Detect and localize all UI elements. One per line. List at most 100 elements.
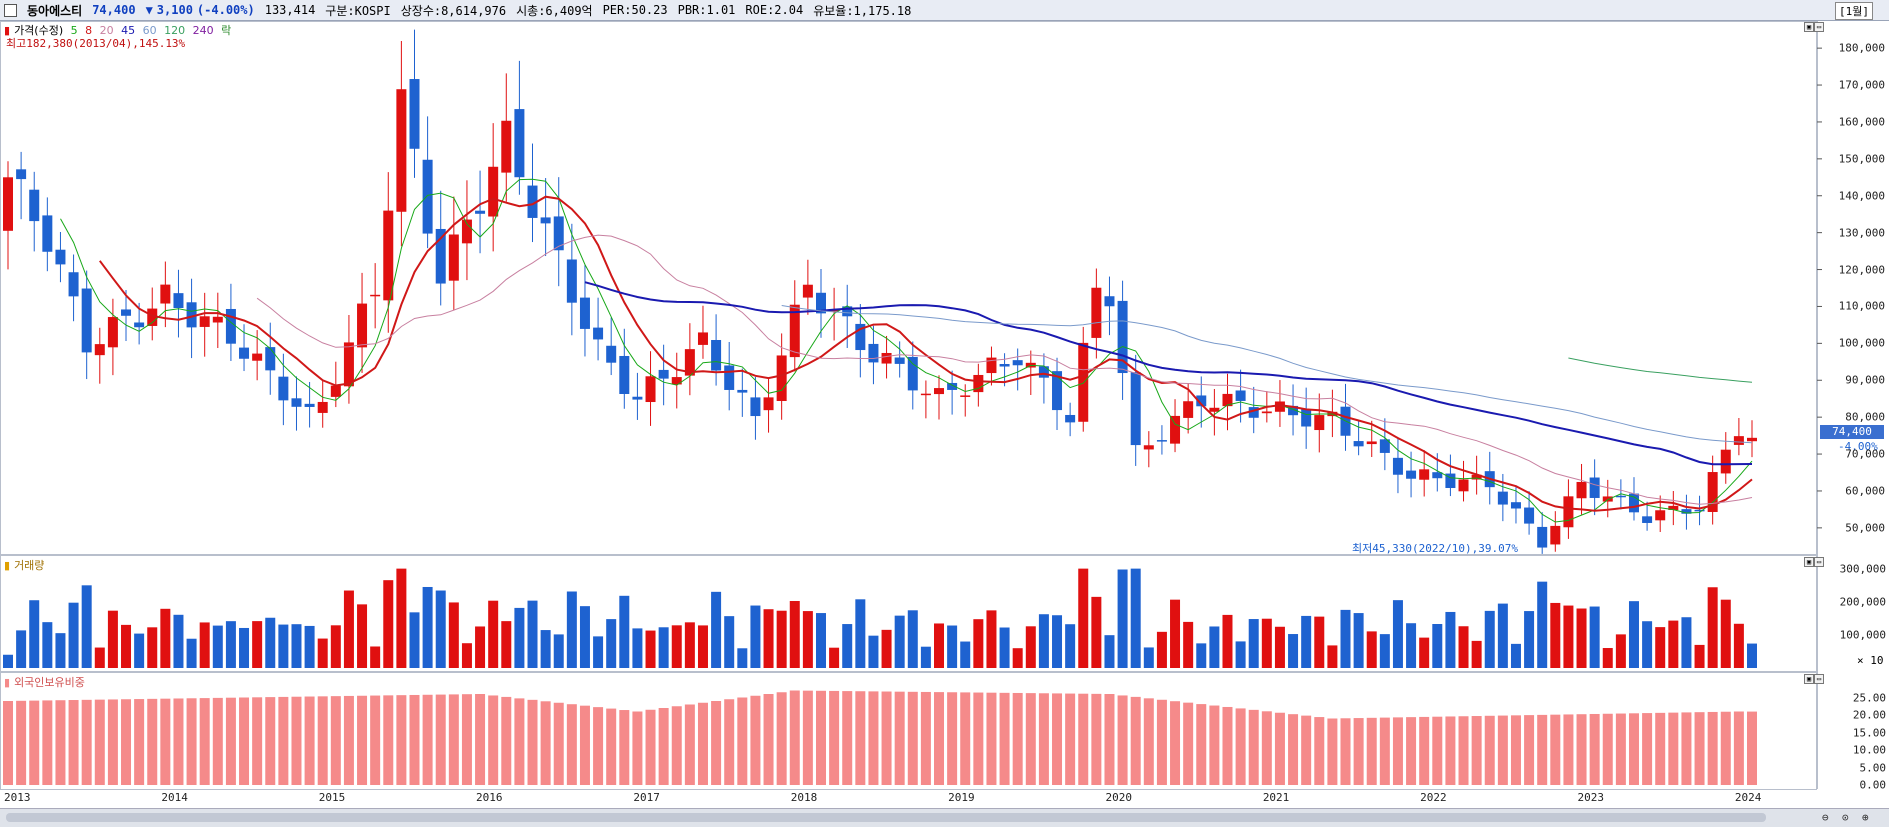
zoom-reset-icon[interactable]: ⊙ <box>1842 811 1849 824</box>
volume-bar <box>1091 596 1102 668</box>
candle-body <box>239 347 250 359</box>
price-tick-label: 60,000 <box>1845 484 1885 498</box>
price-panel-close-button[interactable]: ▣ <box>1804 22 1814 32</box>
candle-body <box>147 308 158 326</box>
volume-legend-title: 거래량 <box>14 559 45 572</box>
candle-body <box>29 189 40 222</box>
foreign-ownership-bar <box>1484 715 1495 785</box>
volume-panel-minimize-button[interactable]: ▭ <box>1814 557 1824 567</box>
volume-panel-close-button[interactable]: ▣ <box>1804 557 1814 567</box>
ma20-label[interactable]: 20 <box>99 24 114 37</box>
foreign-ownership-bar <box>737 697 748 785</box>
candle-body <box>1065 414 1076 423</box>
candle-body <box>1261 411 1272 414</box>
ma45-label[interactable]: 45 <box>121 24 136 37</box>
candle-body <box>1301 409 1312 427</box>
candle-body <box>121 309 132 316</box>
volume-bar <box>357 604 368 668</box>
candle-body <box>1130 372 1141 446</box>
volume-bar <box>1707 587 1718 668</box>
candle-body <box>488 166 499 217</box>
ma5-label[interactable]: 5 <box>70 24 78 37</box>
foreign-ownership-bar <box>1419 716 1430 785</box>
volume-bar <box>1406 623 1417 668</box>
candle-body <box>671 377 682 385</box>
volume-bar <box>658 627 669 668</box>
volume-bar <box>1235 641 1246 668</box>
volume-bar <box>579 606 590 668</box>
zoom-in-icon[interactable]: ⊕ <box>1862 811 1869 824</box>
candle-body <box>278 376 289 401</box>
candle-body <box>1747 437 1757 442</box>
candle-body <box>1537 526 1548 548</box>
candle-body <box>1432 472 1443 479</box>
volume-bar <box>1130 568 1141 668</box>
ma240-label[interactable]: 240 <box>192 24 214 37</box>
volume-bar <box>1681 617 1692 668</box>
ex-dividend-label[interactable]: 락 <box>221 24 232 37</box>
candle-body <box>1170 415 1181 444</box>
foreign-panel-minimize-button[interactable]: ▭ <box>1814 674 1824 684</box>
zoom-out-icon[interactable]: ⊖ <box>1822 811 1829 824</box>
foreign-ownership-bar <box>1392 717 1403 785</box>
price-panel-minimize-button[interactable]: ▭ <box>1814 22 1824 32</box>
foreign-ownership-bar <box>1406 717 1417 785</box>
volume-bar <box>488 600 499 668</box>
price-legend: ▮ 가격(수정) 5 8 20 45 60 120 240 락 <box>4 22 235 38</box>
foreign-ownership-bar <box>383 695 394 785</box>
horizontal-scrollbar[interactable]: ⊖ ⊙ ⊕ <box>0 808 1889 827</box>
price-tick-label: 50,000 <box>1845 521 1885 535</box>
candle-body <box>199 316 210 327</box>
select-checkbox[interactable] <box>4 3 17 17</box>
foreign-panel-close-button[interactable]: ▣ <box>1804 674 1814 684</box>
foreign-ownership-bar <box>1301 715 1312 785</box>
ma120-label[interactable]: 120 <box>164 24 186 37</box>
volume-bar <box>383 580 394 668</box>
foreign-ownership-bar <box>1366 717 1377 785</box>
foreign-ownership-bar <box>1117 695 1128 785</box>
candle-body <box>1248 407 1259 418</box>
ma8-line <box>98 195 1753 512</box>
volume-bar <box>1025 626 1036 668</box>
candle-body <box>973 374 984 393</box>
foreign-ownership-bar <box>1497 715 1508 785</box>
volume-bar <box>1720 599 1731 668</box>
scrollbar-thumb[interactable] <box>6 813 1766 822</box>
volume-bar <box>632 628 643 668</box>
volume-bar <box>842 624 853 668</box>
volume-bar <box>1170 599 1181 668</box>
ma60-label[interactable]: 60 <box>142 24 157 37</box>
foreign-ownership-bar <box>1248 709 1259 785</box>
volume-bar <box>1497 603 1508 668</box>
foreign-ownership-bar <box>540 701 551 785</box>
volume-bar <box>894 615 905 668</box>
ma8-label[interactable]: 8 <box>85 24 93 37</box>
candle-body <box>3 177 13 231</box>
candle-body <box>1655 510 1666 521</box>
period-button[interactable]: [1월] <box>1835 2 1873 20</box>
candle-body <box>986 357 997 374</box>
foreign-ownership-bar <box>160 698 171 785</box>
volume-y-axis <box>1817 555 1889 672</box>
foreign-ownership-bar <box>422 694 433 785</box>
foreign-ownership-bar <box>986 692 997 785</box>
foreign-ownership-bar <box>252 697 263 785</box>
x-axis-year-label: 2019 <box>948 791 975 804</box>
candle-body <box>894 357 905 364</box>
candle-body <box>1366 441 1377 445</box>
foreign-ownership-bar <box>868 691 879 785</box>
volume-bar <box>3 654 13 668</box>
volume-bar <box>999 627 1010 668</box>
foreign-ownership-bar <box>409 694 420 785</box>
x-axis-year-label: 2024 <box>1734 791 1762 804</box>
candle-body <box>1209 407 1220 412</box>
candle-body <box>1733 436 1744 445</box>
price-panel[interactable] <box>0 21 1817 555</box>
foreign-ownership-bar <box>265 697 276 785</box>
foreign-ownership-bar <box>1052 693 1063 785</box>
candle-body <box>1091 287 1102 338</box>
foreign-ownership-bar <box>225 697 236 785</box>
candle-body <box>842 306 853 317</box>
stock-name[interactable]: 동아에스티 <box>27 3 83 18</box>
volume-bar <box>1524 611 1535 668</box>
